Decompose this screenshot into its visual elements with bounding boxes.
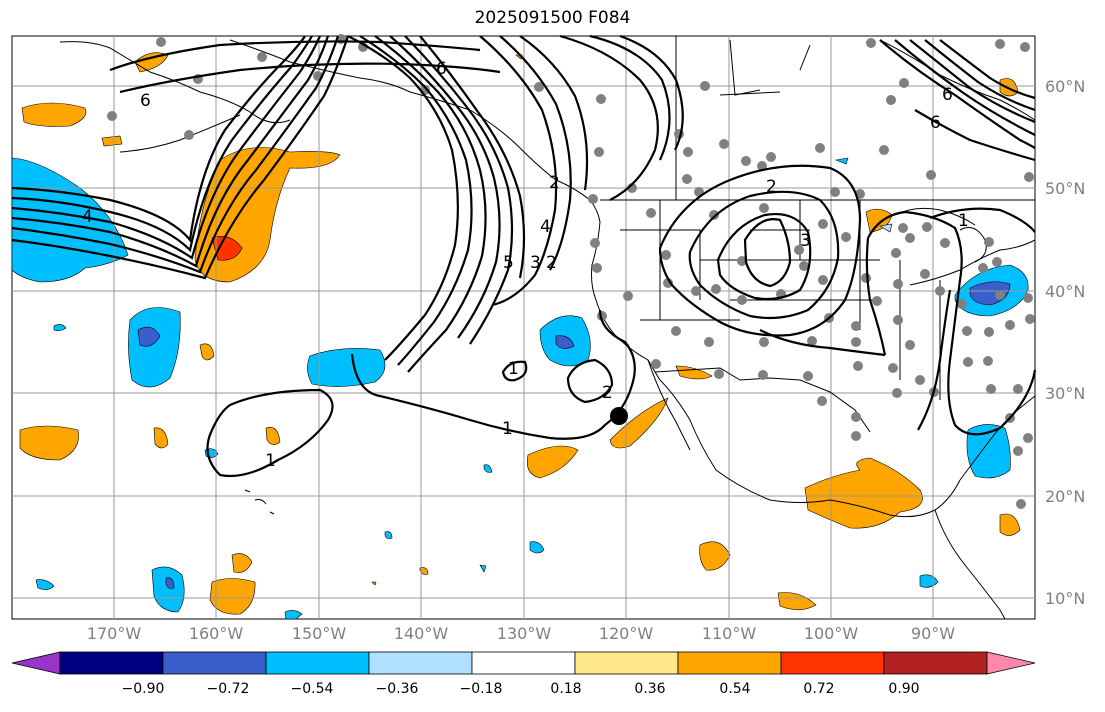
- contour-label: 3: [800, 231, 811, 251]
- lon-label: 110°W: [701, 624, 757, 643]
- negative-anomaly-shading: [11, 157, 1029, 620]
- colorbar-swatch: [574, 651, 679, 675]
- lon-label: 100°W: [803, 624, 859, 643]
- lat-label: 30°N: [1045, 384, 1086, 403]
- lat-label: 10°N: [1045, 589, 1086, 608]
- contour-label: 1: [958, 211, 969, 231]
- lat-label: 20°N: [1045, 487, 1086, 506]
- lon-label: 130°W: [496, 624, 552, 643]
- colorbar-tick-label: −0.90: [121, 681, 165, 697]
- lon-label: 90°W: [910, 624, 956, 643]
- colorbar-tick-label: −0.36: [375, 681, 419, 697]
- location-marker: [610, 407, 628, 425]
- colorbar-arrow-high: [986, 651, 1036, 675]
- station-dots: [107, 34, 1035, 509]
- lat-lon-grid: [12, 36, 1035, 619]
- colorbar-swatch: [471, 651, 576, 675]
- lon-label: 170°W: [86, 624, 142, 643]
- colorbar-swatch: [368, 651, 473, 675]
- colorbar-arrow-low: [11, 651, 61, 675]
- colorbar-tick-label: 0.72: [803, 681, 835, 697]
- colorbar-tick-label: −0.18: [459, 681, 503, 697]
- colorbar-swatch: [883, 651, 988, 675]
- colorbar-tick-label: 0.18: [550, 681, 582, 697]
- colorbar-swatch: [59, 651, 164, 675]
- contour-label: 5: [503, 253, 514, 273]
- colorbar-tick-label: 0.54: [719, 681, 751, 697]
- lon-label: 140°W: [393, 624, 449, 643]
- contour-label: 1: [502, 419, 513, 439]
- colorbar-swatch: [265, 651, 370, 675]
- contour-label: 2: [766, 177, 777, 197]
- contour-label: 6: [942, 85, 953, 105]
- lon-label: 160°W: [188, 624, 244, 643]
- contour-labels: 6 6 4 5 3 2 4 1 2 1 1 2 2 3 6 6 1: [82, 59, 969, 471]
- colorbar-tick-label: 0.36: [634, 681, 666, 697]
- contour-label: 4: [540, 217, 551, 237]
- plot-title: 2025091500 F084: [474, 8, 631, 28]
- lon-label: 150°W: [291, 624, 347, 643]
- colorbar-swatch: [162, 651, 267, 675]
- positive-anomaly-shading: [19, 52, 1021, 615]
- lat-label: 50°N: [1045, 179, 1086, 198]
- lat-label: 40°N: [1045, 282, 1086, 301]
- lon-label: 120°W: [598, 624, 654, 643]
- lat-label: 60°N: [1045, 77, 1086, 96]
- contour-label: 1: [508, 359, 519, 379]
- contour-label: 2: [549, 173, 560, 193]
- contour-label: 6: [436, 59, 447, 79]
- contour-label: 2: [602, 383, 613, 403]
- contour-label: 1: [265, 451, 276, 471]
- contour-label: 3: [530, 253, 541, 273]
- contour-label: 6: [140, 91, 151, 111]
- colorbar-tick-label: 0.90: [888, 681, 920, 697]
- contour-lines: [11, 34, 1037, 478]
- colorbar-swatch: [677, 651, 782, 675]
- colorbar-swatch: [780, 651, 885, 675]
- colorbar: [11, 651, 1036, 675]
- colorbar-tick-label: −0.54: [290, 681, 334, 697]
- map-panel: 6 6 4 5 3 2 4 1 2 1 1 2 2 3 6 6 1: [11, 34, 1037, 620]
- contour-label: 2: [546, 253, 557, 273]
- contour-label: 4: [82, 207, 93, 227]
- contour-label: 6: [930, 113, 941, 133]
- colorbar-tick-label: −0.72: [206, 681, 250, 697]
